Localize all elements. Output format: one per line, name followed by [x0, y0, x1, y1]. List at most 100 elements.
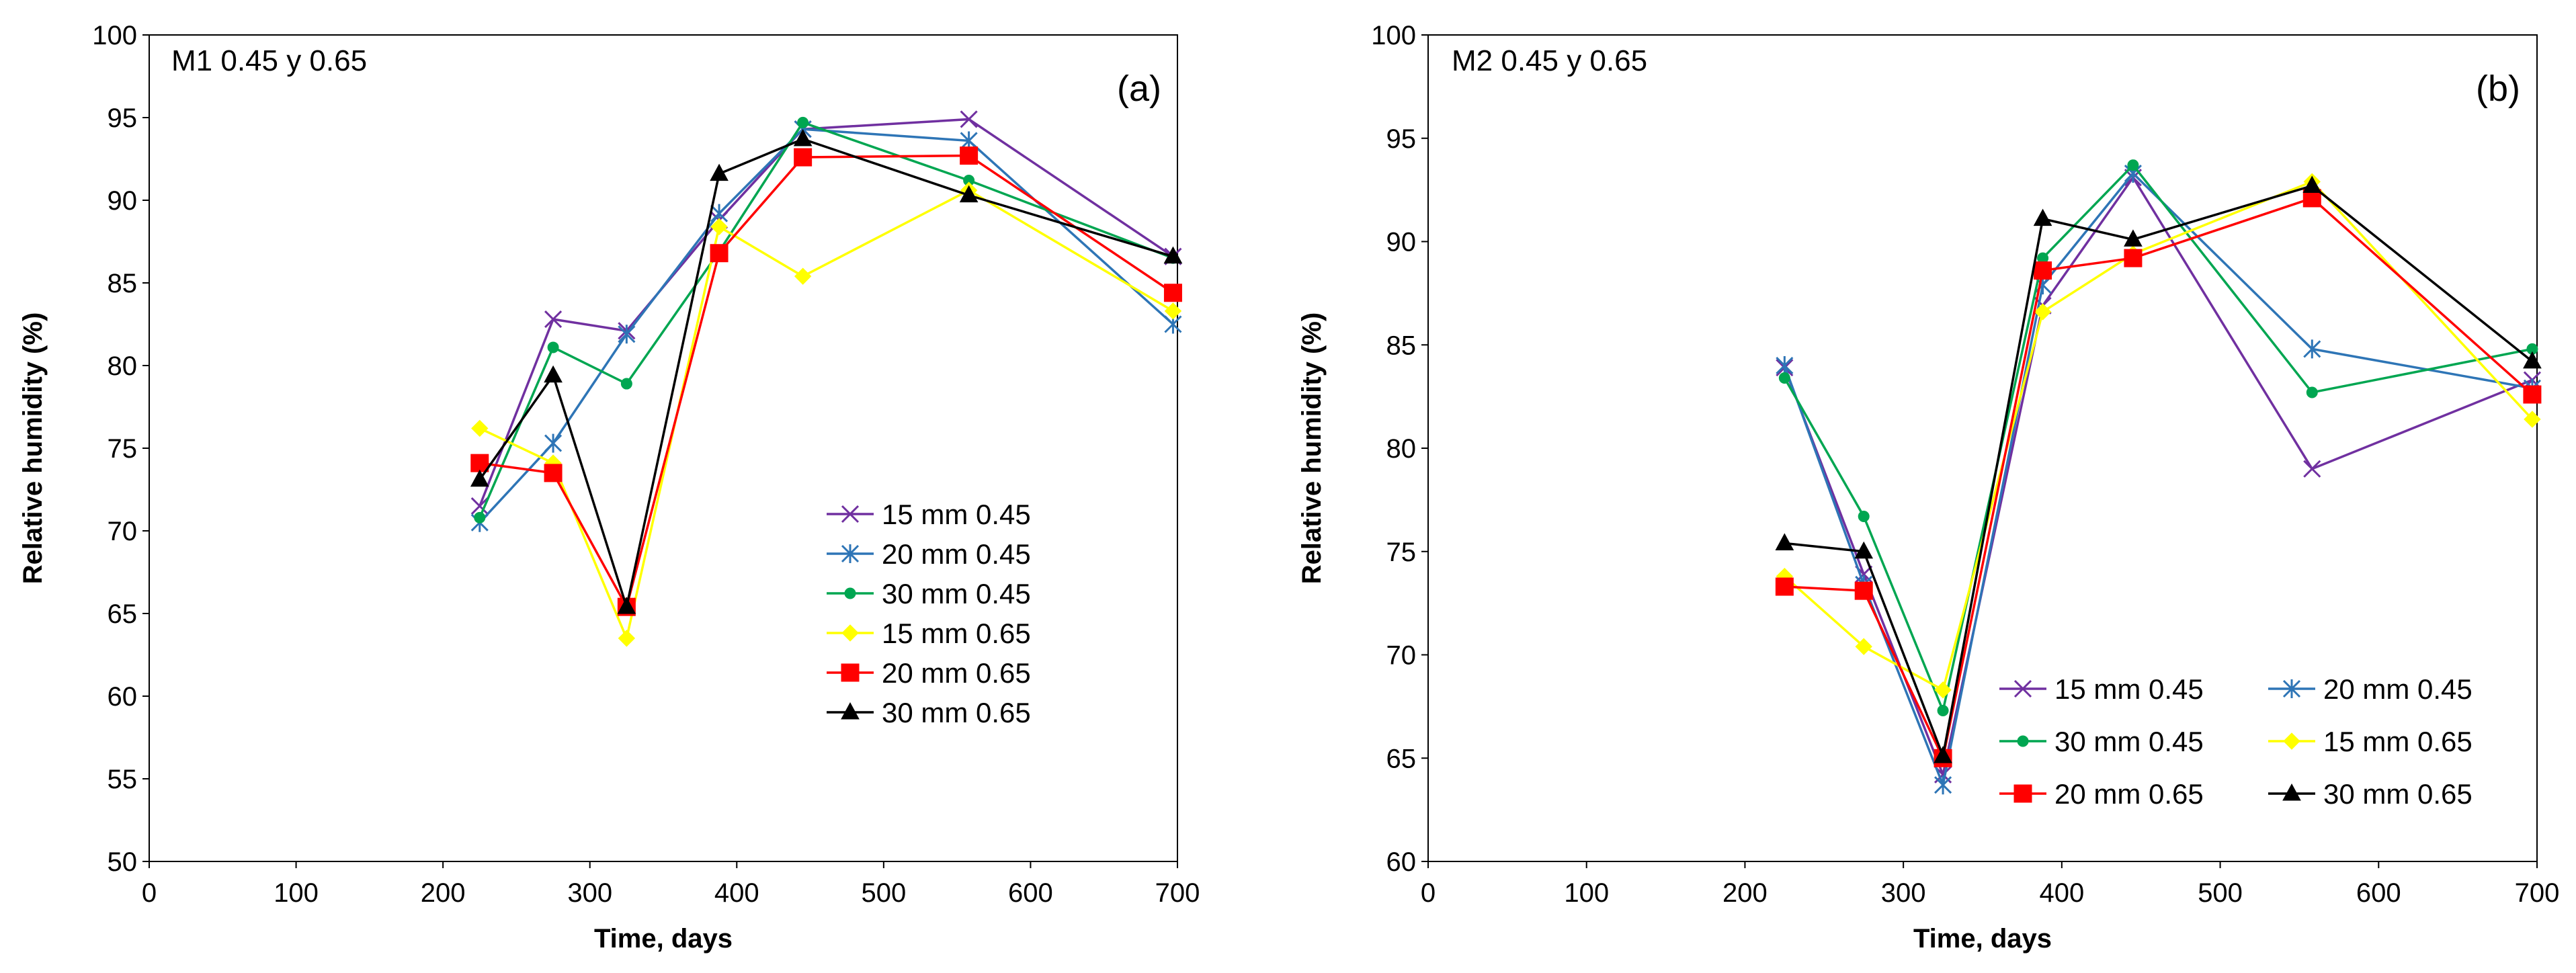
- data-point: [474, 511, 486, 523]
- series-line: [479, 121, 1174, 519]
- x-tick-label: 200: [1722, 878, 1768, 908]
- y-tick-label: 95: [108, 103, 138, 133]
- legend-item: 15 mm 0.45: [1999, 673, 2204, 705]
- legend-item: 30 mm 0.45: [1999, 726, 2204, 757]
- x-axis-title: Time, days: [594, 924, 733, 954]
- x-tick-label: 400: [2039, 878, 2084, 908]
- y-tick-label: 100: [92, 21, 137, 50]
- data-point: [1855, 638, 1872, 655]
- y-tick-label: 90: [1386, 228, 1417, 257]
- data-point: [1163, 284, 1182, 302]
- data-point: [959, 185, 979, 203]
- x-tick-label: 700: [2515, 878, 2560, 908]
- data-point: [794, 267, 812, 285]
- series-20-mm-0-65: [470, 146, 1182, 616]
- legend-item: 20 mm 0.65: [1999, 778, 2204, 810]
- data-point: [544, 365, 563, 383]
- x-tick-label: 400: [714, 878, 759, 908]
- x-tick-label: 500: [861, 878, 906, 908]
- data-point: [1934, 775, 1952, 795]
- legend-marker: [841, 663, 860, 682]
- data-point: [960, 146, 979, 165]
- legend-marker: [841, 505, 860, 523]
- data-point: [2523, 351, 2542, 369]
- x-tick-label: 300: [567, 878, 612, 908]
- data-point: [2306, 386, 2318, 398]
- x-tick-label: 700: [1155, 878, 1200, 908]
- legend-label: 20 mm 0.45: [882, 538, 1031, 570]
- y-tick-label: 65: [108, 599, 138, 629]
- data-point: [2524, 411, 2541, 428]
- legend-item: 20 mm 0.45: [2268, 673, 2473, 705]
- legend-marker: [841, 624, 859, 642]
- legend-marker: [2013, 679, 2032, 698]
- series-line: [1783, 163, 2533, 715]
- data-point: [794, 148, 813, 167]
- data-point: [544, 433, 563, 453]
- y-tick-label: 70: [1386, 641, 1417, 671]
- y-tick-label: 60: [108, 682, 138, 712]
- series-30-mm-0-65: [470, 128, 1183, 614]
- data-point: [544, 464, 563, 482]
- data-point: [617, 597, 636, 614]
- panel-b-legend: 15 mm 0.45 20 mm 0.45 30 mm 0.45 15 mm 0.65…: [1999, 673, 2473, 810]
- legend-marker: [841, 544, 860, 563]
- data-point: [2034, 261, 2052, 280]
- y-tick-label: 75: [108, 434, 138, 464]
- legend-label: 20 mm 0.65: [2054, 778, 2204, 810]
- data-point: [2034, 303, 2052, 321]
- data-point: [620, 378, 632, 390]
- data-point: [710, 218, 728, 236]
- data-point: [547, 341, 559, 353]
- legend-label: 15 mm 0.45: [882, 499, 1031, 530]
- panel-title: M2 0.45 y 0.65: [1452, 44, 1647, 77]
- legend-marker: [844, 587, 856, 599]
- y-tick-label: 85: [108, 269, 138, 298]
- data-point: [2523, 385, 2542, 404]
- panel-a-legend: 15 mm 0.45 20 mm 0.45 30 mm 0.45 15 mm 0.65…: [827, 499, 1031, 728]
- legend-label: 15 mm 0.45: [2054, 673, 2204, 705]
- x-tick-label: 200: [421, 878, 466, 908]
- legend-item: 30 mm 0.65: [2268, 778, 2473, 810]
- legend-item: 30 mm 0.65: [827, 697, 1031, 728]
- data-point: [960, 110, 978, 128]
- x-tick-label: 300: [1881, 878, 1926, 908]
- y-tick-label: 70: [108, 517, 138, 546]
- series-line: [479, 189, 1174, 642]
- panel-a-plot-area: [149, 34, 1178, 862]
- panel-label: (b): [2476, 69, 2520, 109]
- x-tick-label: 600: [1008, 878, 1053, 908]
- data-point: [1776, 356, 1794, 375]
- data-point: [2124, 229, 2143, 247]
- data-point: [471, 419, 489, 437]
- data-point: [2033, 208, 2052, 226]
- legend-item: 15 mm 0.65: [827, 618, 1031, 649]
- panel-a: 50 55 60 65 70 75 80 85 90 95 100 0 100 200 300 400 500 6…: [18, 21, 1200, 954]
- x-tick-label: 600: [2356, 878, 2401, 908]
- y-axis-title: Relative humidity (%): [1297, 312, 1327, 585]
- data-point: [544, 310, 563, 329]
- data-point: [797, 116, 809, 128]
- y-tick-label: 75: [1386, 538, 1417, 567]
- data-point: [1775, 577, 1794, 596]
- data-point: [470, 454, 489, 472]
- y-tick-label: 85: [1386, 331, 1417, 360]
- x-tick-label: 100: [1564, 878, 1609, 908]
- data-point: [1934, 681, 1952, 699]
- legend-item: 20 mm 0.65: [827, 657, 1031, 689]
- data-point: [2127, 159, 2139, 171]
- data-point: [618, 630, 636, 647]
- data-point: [1163, 246, 1183, 264]
- legend-marker: [2283, 732, 2300, 750]
- legend-item: 15 mm 0.65: [2268, 726, 2473, 757]
- data-point: [793, 128, 813, 146]
- legend-marker: [2282, 783, 2301, 801]
- data-point: [2124, 249, 2143, 267]
- data-point: [1854, 581, 1873, 600]
- legend-item: 20 mm 0.45: [827, 538, 1031, 570]
- data-point: [470, 497, 489, 515]
- panel-b: 60 65 70 75 80 85 90 95 100 0 100 200 300 400 500 600 70…: [1297, 21, 2559, 954]
- legend-marker: [841, 702, 860, 720]
- legend-item: 15 mm 0.45: [827, 499, 1031, 530]
